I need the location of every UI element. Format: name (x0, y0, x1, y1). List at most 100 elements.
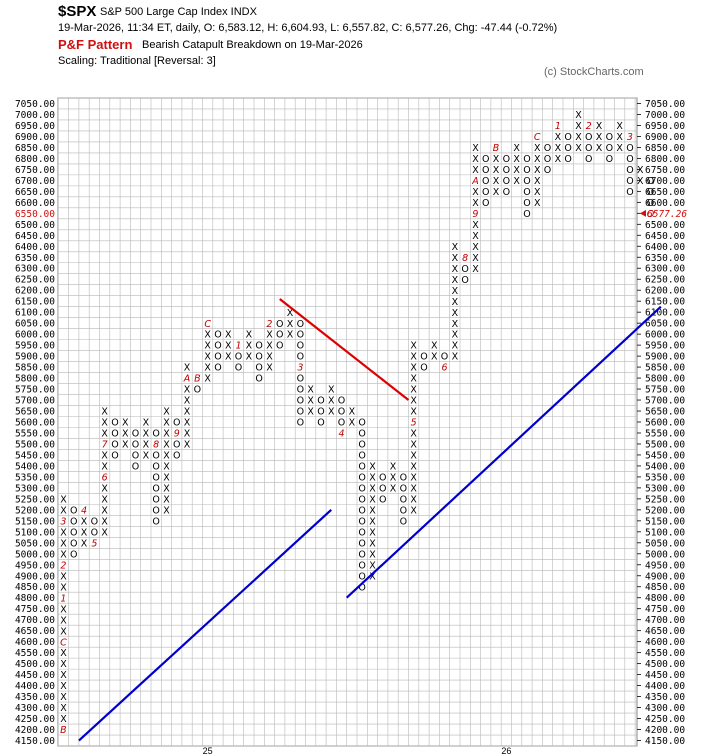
x-box: X (204, 352, 211, 363)
o-box: O (503, 154, 510, 165)
o-box: O (400, 494, 407, 505)
month-marker: 5 (411, 418, 417, 429)
x-box: X (184, 407, 191, 418)
y-tick-label-left: 5600.00 (15, 418, 55, 429)
x-box: X (60, 648, 67, 659)
y-tick-label-left: 4550.00 (15, 648, 55, 659)
o-box: O (173, 418, 180, 429)
x-box: X (101, 505, 108, 516)
x-box: X (472, 231, 479, 242)
x-box: X (60, 659, 67, 670)
support-trendline (345, 305, 662, 599)
y-tick-label-right: 4400.00 (645, 681, 685, 692)
o-box: O (379, 494, 386, 505)
month-marker: 9 (472, 209, 478, 220)
x-box: X (472, 220, 479, 231)
x-box: X (472, 154, 479, 165)
o-box: O (152, 462, 159, 473)
month-marker: 7 (102, 440, 108, 451)
o-box: O (523, 198, 530, 209)
x-box: X (637, 165, 644, 176)
o-box: O (358, 462, 365, 473)
x-box: X (163, 505, 170, 516)
o-box: O (111, 451, 118, 462)
x-box: X (204, 341, 211, 352)
o-box: O (626, 187, 633, 198)
x-box: X (513, 165, 520, 176)
month-marker: 4 (339, 429, 345, 440)
y-tick-label-left: 6150.00 (15, 297, 55, 308)
y-tick-label-left: 4350.00 (15, 692, 55, 703)
x-box: X (596, 143, 603, 154)
x-box: X (369, 505, 376, 516)
x-box: X (390, 462, 397, 473)
x-box: X (575, 110, 582, 121)
x-box: X (410, 505, 417, 516)
y-tick-label-right: 6450.00 (645, 231, 685, 242)
y-tick-label-left: 5850.00 (15, 363, 55, 374)
y-tick-label-left: 6050.00 (15, 319, 55, 330)
month-marker: 6 (102, 473, 108, 484)
o-box: O (70, 527, 77, 538)
y-tick-label-left: 4700.00 (15, 615, 55, 626)
y-tick-label-left: 6600.00 (15, 198, 55, 209)
y-tick-label-right: 5300.00 (645, 483, 685, 494)
x-box: X (410, 429, 417, 440)
o-box: O (214, 352, 221, 363)
y-tick-label-left: 6250.00 (15, 275, 55, 286)
x-box: X (225, 330, 232, 341)
chart-header: $SPX S&P 500 Large Cap Index INDX 19-Mar… (0, 0, 703, 92)
x-box: X (472, 143, 479, 154)
y-tick-label-left: 6400.00 (15, 242, 55, 253)
y-tick-label-left: 6200.00 (15, 286, 55, 297)
x-box: X (60, 582, 67, 593)
o-box: O (70, 549, 77, 560)
x-box: X (349, 418, 356, 429)
x-box: X (163, 440, 170, 451)
y-tick-label-right: 5900.00 (645, 352, 685, 363)
x-box: X (266, 363, 273, 374)
y-tick-label-left: 5550.00 (15, 428, 55, 439)
x-box: X (452, 253, 459, 264)
y-tick-label-right: 5400.00 (645, 461, 685, 472)
month-marker: 2 (60, 560, 66, 571)
support-trendline (78, 509, 332, 742)
x-box: X (369, 462, 376, 473)
y-tick-label-left: 4150.00 (15, 736, 55, 747)
x-box: X (452, 352, 459, 363)
o-box: O (647, 198, 654, 209)
x-box: X (452, 308, 459, 319)
y-tick-label-left: 4400.00 (15, 681, 55, 692)
x-year-label: 25 (203, 746, 213, 756)
y-tick-label-right: 6800.00 (645, 154, 685, 165)
copyright-label: (c) StockCharts.com (544, 66, 644, 78)
x-box: X (534, 143, 541, 154)
o-box: O (297, 407, 304, 418)
x-box: X (143, 440, 150, 451)
o-box: O (420, 363, 427, 374)
o-box: O (379, 473, 386, 484)
x-box: X (328, 407, 335, 418)
x-box: X (60, 692, 67, 703)
o-box: O (626, 165, 633, 176)
x-box: X (390, 483, 397, 494)
month-marker: C (534, 132, 541, 143)
x-box: X (452, 319, 459, 330)
o-box: O (503, 176, 510, 187)
y-tick-label-left: 5800.00 (15, 374, 55, 385)
month-marker: C (60, 637, 67, 648)
y-tick-label-right: 6200.00 (645, 286, 685, 297)
y-tick-label-right: 6850.00 (645, 143, 685, 154)
y-tick-label-right: 6050.00 (645, 319, 685, 330)
o-box: O (523, 165, 530, 176)
x-box: X (60, 626, 67, 637)
x-box: X (534, 154, 541, 165)
y-tick-label-left: 6550.00 (15, 209, 55, 220)
y-tick-label-right: 5500.00 (645, 439, 685, 450)
o-box: O (564, 143, 571, 154)
y-tick-label-right: 6350.00 (645, 253, 685, 264)
x-box: X (60, 615, 67, 626)
o-box: O (503, 187, 510, 198)
x-box: X (163, 429, 170, 440)
y-tick-label-right: 5550.00 (645, 428, 685, 439)
